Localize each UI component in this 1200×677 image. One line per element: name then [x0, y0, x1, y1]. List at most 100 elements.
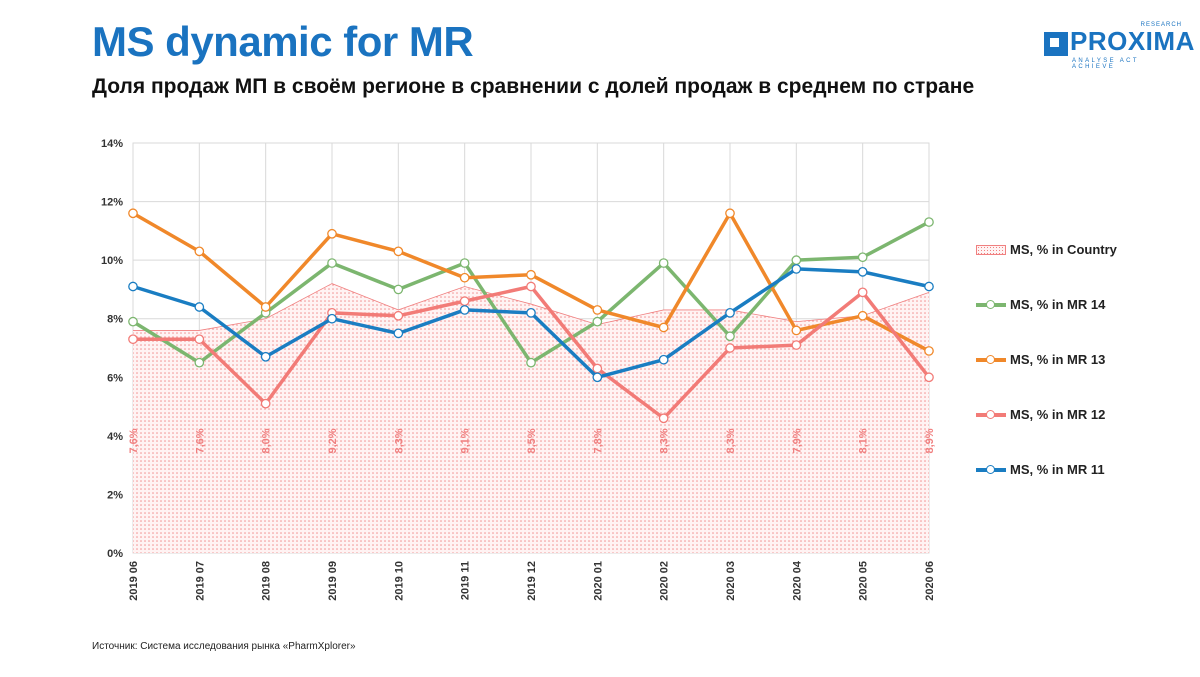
country-data-label: 7,6% — [194, 428, 206, 453]
series-point — [924, 217, 934, 227]
series-point — [194, 246, 205, 257]
page-subtitle: Доля продаж МП в своём регионе в сравнен… — [92, 75, 975, 98]
country-data-label: 8,3% — [659, 428, 671, 453]
legend-line-swatch — [976, 463, 1006, 477]
series-point — [725, 331, 735, 342]
series-point — [592, 372, 603, 383]
series-point — [924, 372, 934, 383]
series-point — [327, 313, 337, 324]
country-area-line — [133, 283, 930, 331]
series-point — [194, 302, 205, 312]
country-data-label: 8,0% — [261, 428, 273, 453]
legend-label-mr11: MS, % in MR 11 — [1010, 462, 1105, 477]
y-tick-label: 6% — [107, 372, 123, 384]
series-point — [393, 328, 404, 339]
series-point — [128, 281, 138, 292]
x-tick-label: 2019 11 — [460, 561, 472, 600]
country-data-label: 8,3% — [393, 428, 405, 453]
x-tick-label: 2020 02 — [659, 561, 671, 601]
series-point — [526, 308, 536, 318]
series-point — [658, 413, 669, 424]
country-data-label: 9,2% — [327, 428, 339, 453]
logo-word: PROXIMA — [1070, 26, 1195, 56]
series-point — [857, 252, 868, 263]
series-group — [128, 264, 934, 383]
x-tick-label: 2019 12 — [526, 561, 538, 601]
legend-area-swatch — [976, 244, 1006, 255]
country-data-label: 9,1% — [460, 428, 472, 453]
series-point — [857, 287, 868, 298]
series-point — [393, 246, 404, 257]
series-point — [658, 322, 669, 333]
series-point — [393, 310, 404, 321]
source-note: Источник: Система исследования рынка «Ph… — [92, 641, 356, 652]
y-tick-label: 0% — [107, 548, 123, 560]
series-point — [260, 351, 271, 362]
y-tick-label: 8% — [107, 314, 123, 326]
series-point — [725, 343, 735, 353]
x-tick-label: 2020 03 — [725, 561, 737, 601]
legend-label-mr12: MS, % in MR 12 — [1010, 407, 1106, 422]
legend-label-country: MS, % in Country — [1010, 242, 1117, 257]
series-point — [128, 316, 138, 327]
x-tick-label: 2020 05 — [858, 561, 870, 601]
series-point — [658, 258, 669, 268]
series-point — [791, 255, 802, 265]
series-point — [791, 264, 802, 274]
logo-mark-icon — [1044, 32, 1068, 56]
legend-line-swatch — [976, 353, 1006, 367]
series-point — [128, 334, 138, 345]
series-point — [857, 310, 868, 321]
series-point — [658, 354, 669, 365]
series-point — [260, 302, 271, 312]
chart-series — [128, 208, 934, 424]
logo-top-text: RESEARCH — [1140, 22, 1182, 28]
country-data-label: 7,8% — [592, 428, 604, 453]
y-tick-label: 12% — [101, 197, 123, 209]
series-point — [924, 281, 934, 292]
x-tick-label: 2019 09 — [327, 561, 339, 601]
legend-item-mr13: MS, % in MR 13 — [976, 332, 1186, 387]
series-group — [128, 217, 934, 368]
series-point — [526, 269, 536, 280]
series-point — [725, 208, 735, 219]
legend-line-swatch — [976, 408, 1006, 422]
legend-label-mr14: MS, % in MR 14 — [1010, 297, 1106, 312]
series-point — [393, 284, 404, 295]
legend-label-mr13: MS, % in MR 13 — [1010, 352, 1106, 367]
x-tick-label: 2019 10 — [393, 561, 405, 601]
legend-item-mr12: MS, % in MR 12 — [976, 387, 1186, 442]
country-data-label: 8,3% — [725, 428, 737, 453]
series-point — [459, 296, 470, 306]
series-point — [194, 334, 205, 345]
series-point — [459, 258, 470, 268]
legend-item-country: MS, % in Country — [976, 222, 1186, 277]
series-point — [459, 272, 470, 283]
series-point — [194, 357, 205, 368]
series-point — [592, 305, 603, 315]
y-tick-label: 10% — [101, 255, 123, 267]
y-tick-label: 2% — [107, 489, 123, 501]
x-tick-label: 2019 07 — [194, 561, 206, 601]
legend-line-swatch — [976, 298, 1006, 312]
series-point — [327, 228, 337, 239]
country-data-label: 7,6% — [128, 428, 140, 453]
series-point — [592, 363, 603, 374]
series-point — [459, 305, 470, 315]
series-point — [791, 325, 802, 336]
series-point — [725, 308, 735, 318]
logo-tagline: ANALYSE ACT ACHIEVE — [1072, 58, 1139, 70]
chart-legend: MS, % in Country MS, % in MR 14 MS, % in… — [976, 222, 1186, 497]
country-data-label: 8,9% — [924, 428, 936, 453]
y-tick-label: 14% — [101, 138, 123, 150]
x-tick-label: 2020 04 — [791, 560, 803, 601]
series-point — [592, 316, 603, 327]
x-tick-label: 2020 01 — [592, 561, 604, 601]
y-tick-label: 4% — [107, 431, 123, 443]
proxima-logo: PROXIMA RESEARCH ANALYSE ACT ACHIEVE — [1044, 22, 1194, 72]
series-point — [327, 258, 337, 268]
legend-item-mr14: MS, % in MR 14 — [976, 277, 1186, 332]
x-tick-label: 2019 06 — [128, 561, 140, 601]
legend-item-mr11: MS, % in MR 11 — [976, 442, 1186, 497]
